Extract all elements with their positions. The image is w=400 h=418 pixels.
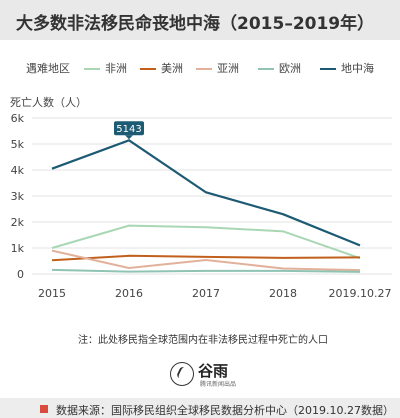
legend-label-mediterranean: 地中海 [341, 62, 374, 75]
logo-subtext: 腾讯新闻出品 [200, 381, 237, 388]
y-tick-label: 5k [11, 138, 25, 151]
data-source: 数据来源：国际移民组织全球移民数据分析中心（2019.10.27数据） [36, 402, 394, 418]
footnote: 注：此处移民指全球范围内在非法移民过程中死亡的人口 [78, 335, 328, 346]
series-line-欧洲 [51, 268, 361, 273]
line-chart: 0 1k 2k 3k 4k 5k 6k 2015 2016 2017 2018 2019.10.27 5… [11, 112, 392, 300]
series-line-非洲 [51, 224, 361, 260]
y-tick-label: 3k [11, 190, 25, 203]
legend-title: 遇难地区 [26, 62, 70, 75]
annotation-label: 5143 [116, 124, 141, 135]
legend: 遇难地区 非洲 美洲 亚洲 欧洲 地中海 [0, 56, 400, 76]
legend-label-europe: 欧洲 [279, 62, 301, 75]
series-line-亚洲 [51, 249, 361, 272]
source-marker-icon [40, 405, 48, 413]
x-tick-label: 2017 [192, 287, 220, 300]
legend-item-americas: 美洲 [140, 60, 183, 76]
peak-annotation: 5143 [114, 121, 144, 140]
y-tick-label: 4k [11, 164, 25, 177]
legend-label-africa: 非洲 [105, 62, 127, 75]
footer-band [0, 398, 400, 418]
annotation-pointer [125, 135, 133, 140]
data-source-text: 数据来源：国际移民组织全球移民数据分析中心（2019.10.27数据） [56, 404, 394, 417]
legend-label-americas: 美洲 [161, 62, 183, 75]
y-tick-label: 6k [11, 112, 25, 125]
logo-text: 谷雨 [198, 362, 229, 380]
legend-item-europe: 欧洲 [258, 60, 301, 76]
y-tick-label: 2k [11, 216, 25, 229]
legend-item-mediterranean: 地中海 [320, 60, 374, 76]
legend-swatch-asia [196, 68, 212, 70]
x-tick-label: 2018 [269, 287, 297, 300]
legend-swatch-europe [258, 68, 274, 70]
x-tick-label: 2019.10.27 [329, 287, 392, 300]
series-line-地中海 [51, 139, 361, 247]
x-tick-label: 2015 [38, 287, 66, 300]
brand-logo: 谷雨 腾讯新闻出品 [170, 360, 240, 390]
chart-title: 大多数非法移民命丧地中海（2015–2019年） [16, 14, 375, 34]
annotation-box [114, 121, 144, 136]
legend-swatch-americas [140, 68, 156, 70]
series-line-美洲 [51, 254, 361, 262]
legend-label-asia: 亚洲 [217, 62, 239, 75]
legend-item-asia: 亚洲 [196, 60, 239, 76]
x-tick-label: 2016 [115, 287, 143, 300]
legend-swatch-africa [84, 68, 100, 70]
legend-item-africa: 非洲 [84, 60, 127, 76]
title-band: 大多数非法移民命丧地中海（2015–2019年） [0, 0, 400, 40]
y-tick-label: 1k [11, 242, 25, 255]
logo-emblem-icon [170, 362, 194, 386]
y-axis-title: 死亡人数（人） [10, 96, 87, 109]
y-tick-label: 0 [17, 268, 24, 281]
legend-swatch-mediterranean [320, 68, 336, 70]
